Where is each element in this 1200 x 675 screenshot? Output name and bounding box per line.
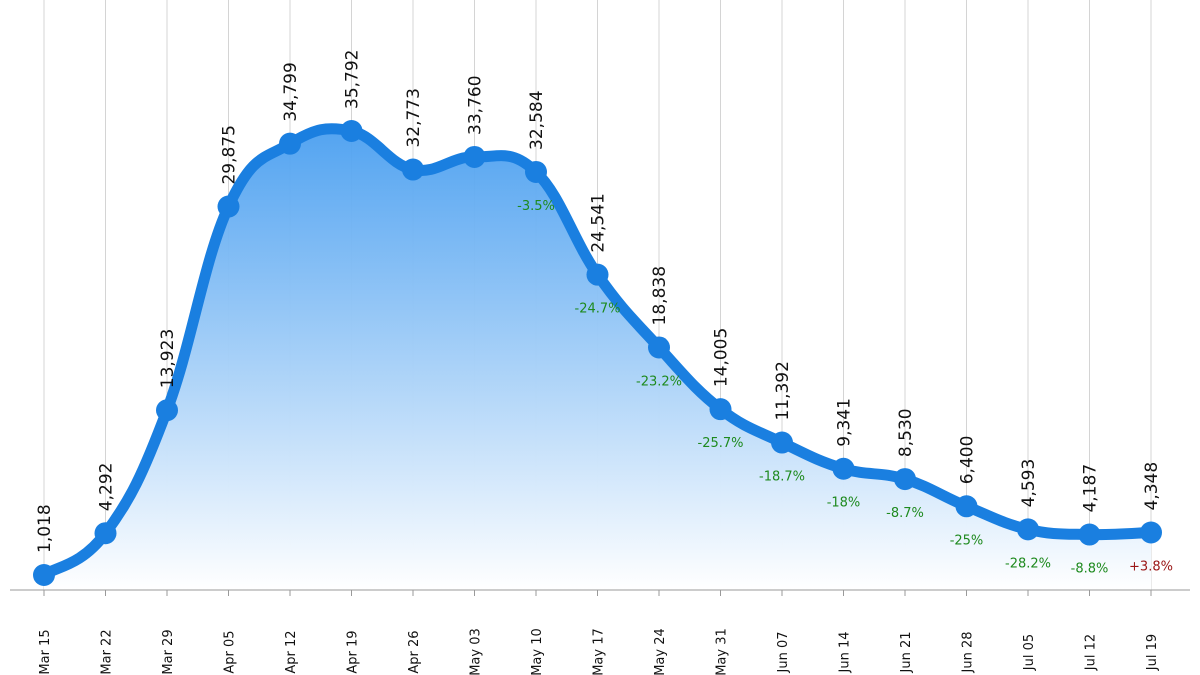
x-tick-label: Mar 15: [38, 629, 53, 674]
value-label: 29,875: [220, 125, 240, 184]
data-point: [217, 195, 240, 218]
percent-change-label: -8.8%: [1071, 562, 1109, 577]
data-point: [1017, 518, 1039, 541]
value-label: 32,584: [527, 90, 547, 149]
data-point: [586, 263, 609, 286]
x-tick-label: May 10: [530, 628, 545, 675]
x-axis: [10, 589, 1190, 596]
data-point: [709, 398, 732, 421]
value-label: 8,530: [896, 408, 916, 457]
percent-change-label: -18.7%: [759, 470, 805, 485]
x-tick-label: May 24: [653, 628, 668, 675]
x-tick-label: Apr 12: [284, 630, 299, 673]
value-label: 18,838: [650, 266, 670, 325]
value-labels: 1,018 4,292 13,923 29,875 34,799 35,792 32,773…: [35, 50, 1162, 553]
value-label: 4,187: [1081, 464, 1101, 513]
x-tick-labels: Mar 15 Mar 22 Mar 29 Apr 05 Apr 12 Apr 19 Apr …: [38, 628, 1160, 675]
percent-change-labels: -3.5% -24.7% -23.2% -25.7% -18.7% -18% -8.7% -2…: [517, 199, 1173, 577]
x-tick-label: Jun 14: [838, 632, 853, 674]
data-point: [33, 564, 55, 586]
value-label: 6,400: [958, 436, 978, 485]
data-points: [33, 120, 1162, 586]
x-tick-label: Mar 29: [161, 629, 176, 674]
x-tick-label: Apr 19: [346, 630, 361, 673]
data-point: [1140, 521, 1162, 544]
data-point: [525, 160, 547, 183]
value-label: 32,773: [404, 88, 424, 147]
percent-change-label: -23.2%: [636, 374, 682, 389]
value-label: 4,292: [97, 463, 117, 512]
x-tick-label: May 03: [469, 628, 484, 675]
x-tick-label: May 17: [592, 628, 607, 675]
x-tick-label: Jul 05: [1022, 634, 1037, 671]
data-point: [648, 336, 670, 359]
x-tick-label: Mar 22: [100, 629, 115, 674]
x-tick-label: Jun 28: [961, 632, 976, 674]
value-label: 14,005: [712, 328, 732, 387]
x-tick-label: Jun 07: [776, 632, 791, 674]
value-label: 4,593: [1019, 459, 1039, 508]
value-label: 9,341: [835, 398, 855, 447]
value-label: 11,392: [773, 361, 793, 420]
data-point: [894, 468, 916, 491]
percent-change-label: +3.8%: [1129, 559, 1173, 574]
x-tick-label: Apr 26: [407, 630, 422, 673]
series-line: [38, 123, 1157, 581]
percent-change-label: -25%: [950, 533, 984, 548]
data-point: [1078, 523, 1101, 546]
percent-change-label: -3.5%: [517, 199, 555, 214]
value-label: 1,018: [35, 504, 55, 553]
x-tick-label: May 31: [715, 628, 730, 675]
x-tick-label: Jun 21: [899, 632, 914, 674]
value-label: 33,760: [466, 75, 486, 134]
data-point: [955, 495, 978, 518]
data-point: [156, 399, 178, 422]
data-point: [832, 457, 855, 480]
percent-change-label: -18%: [827, 496, 861, 511]
percent-change-label: -25.7%: [698, 436, 744, 451]
value-label: 13,923: [158, 329, 178, 388]
percent-change-label: -8.7%: [886, 506, 924, 521]
x-tick-label: Jul 19: [1145, 634, 1160, 671]
x-tick-label: Apr 05: [223, 630, 238, 673]
value-label: 24,541: [589, 193, 609, 252]
data-point: [94, 522, 117, 545]
data-point: [279, 132, 301, 155]
percent-change-label: -24.7%: [575, 302, 621, 317]
percent-change-label: -28.2%: [1005, 556, 1051, 571]
value-label: 35,792: [343, 50, 363, 109]
x-tick-label: Jul 12: [1084, 634, 1099, 671]
value-label: 4,348: [1142, 462, 1162, 511]
data-point: [402, 158, 424, 181]
data-point: [463, 145, 486, 168]
value-label: 34,799: [281, 62, 301, 121]
data-point: [771, 431, 793, 454]
data-point: [340, 120, 363, 142]
